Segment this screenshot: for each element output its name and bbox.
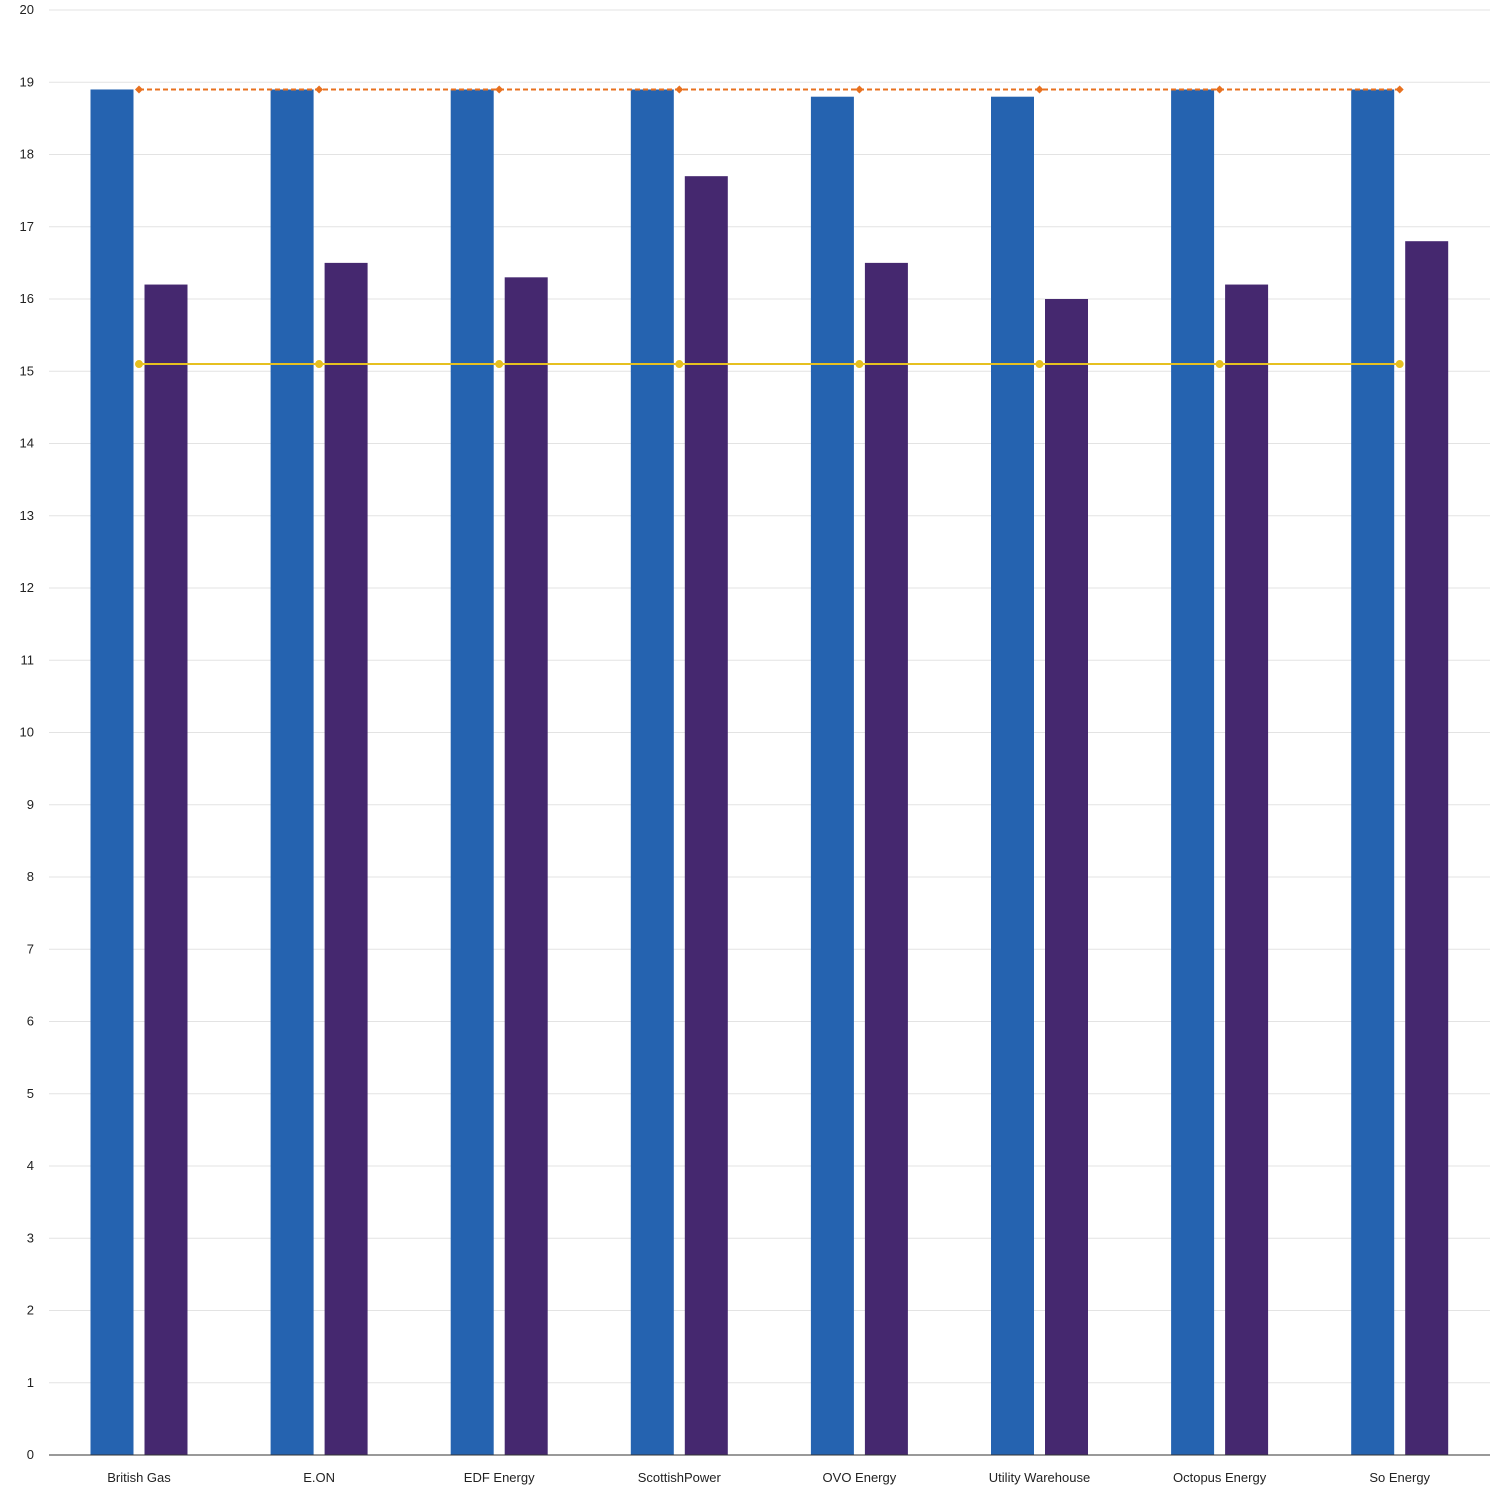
bar bbox=[270, 89, 314, 1456]
x-category-label: EDF Energy bbox=[464, 1470, 535, 1485]
x-category-label: ScottishPower bbox=[638, 1470, 722, 1485]
y-tick-label: 3 bbox=[27, 1230, 34, 1245]
x-category-label: Octopus Energy bbox=[1173, 1470, 1267, 1485]
line-point bbox=[1215, 85, 1224, 94]
bar bbox=[144, 284, 188, 1455]
line-point bbox=[1035, 85, 1044, 94]
y-tick-label: 10 bbox=[20, 725, 34, 740]
y-tick-label: 13 bbox=[20, 508, 34, 523]
y-tick-label: 2 bbox=[27, 1303, 34, 1318]
x-category-label: British Gas bbox=[107, 1470, 171, 1485]
line-point bbox=[315, 360, 324, 369]
bar bbox=[684, 176, 728, 1455]
y-tick-label: 1 bbox=[27, 1375, 34, 1390]
bar bbox=[1405, 241, 1449, 1456]
y-tick-label: 17 bbox=[20, 219, 34, 234]
line-point bbox=[1215, 360, 1224, 369]
y-tick-label: 0 bbox=[27, 1447, 34, 1462]
line-point bbox=[675, 360, 684, 369]
line-point bbox=[1395, 360, 1404, 369]
lines bbox=[135, 85, 1404, 369]
bars bbox=[90, 89, 1449, 1456]
x-category-label: OVO Energy bbox=[823, 1470, 897, 1485]
bar bbox=[1045, 299, 1088, 1455]
line-point bbox=[135, 85, 143, 94]
bar bbox=[1351, 89, 1395, 1456]
line-point bbox=[855, 360, 864, 369]
bar bbox=[991, 96, 1034, 1456]
line-point bbox=[495, 360, 504, 369]
bar bbox=[1171, 89, 1215, 1456]
y-tick-label: 8 bbox=[27, 869, 34, 884]
x-category-label: So Energy bbox=[1369, 1470, 1430, 1485]
gridlines bbox=[49, 9, 1490, 1384]
y-tick-label: 11 bbox=[21, 652, 35, 667]
bar bbox=[90, 89, 134, 1456]
y-tick-label: 15 bbox=[20, 363, 34, 378]
bar bbox=[450, 89, 494, 1456]
line-point bbox=[135, 360, 143, 369]
y-tick-label: 9 bbox=[27, 797, 34, 812]
bar bbox=[1225, 284, 1269, 1455]
line-point bbox=[315, 85, 324, 94]
y-tick-label: 14 bbox=[20, 436, 34, 451]
y-tick-label: 5 bbox=[27, 1086, 34, 1101]
x-category-label: Utility Warehouse bbox=[989, 1470, 1090, 1485]
y-tick-label: 7 bbox=[27, 941, 34, 956]
bar bbox=[504, 277, 548, 1456]
line-point bbox=[855, 85, 864, 94]
bar bbox=[630, 89, 674, 1456]
line-point bbox=[1395, 85, 1404, 94]
y-tick-label: 16 bbox=[20, 291, 34, 306]
x-category-label: E.ON bbox=[303, 1470, 335, 1485]
y-tick-label: 4 bbox=[27, 1158, 34, 1173]
y-tick-label: 20 bbox=[20, 2, 34, 17]
y-tick-label: 6 bbox=[27, 1014, 34, 1029]
line-point bbox=[495, 85, 504, 94]
bar bbox=[810, 96, 854, 1456]
bar bbox=[864, 262, 908, 1455]
y-tick-label: 19 bbox=[20, 74, 34, 89]
y-tick-label: 18 bbox=[20, 147, 34, 162]
x-axis-categories: British Gas E.ON EDF Energy ScottishPower OV… bbox=[107, 1470, 1430, 1485]
bar bbox=[324, 262, 368, 1455]
line-point bbox=[675, 85, 684, 94]
line-point bbox=[1035, 360, 1044, 369]
y-tick-label: 12 bbox=[20, 580, 34, 595]
